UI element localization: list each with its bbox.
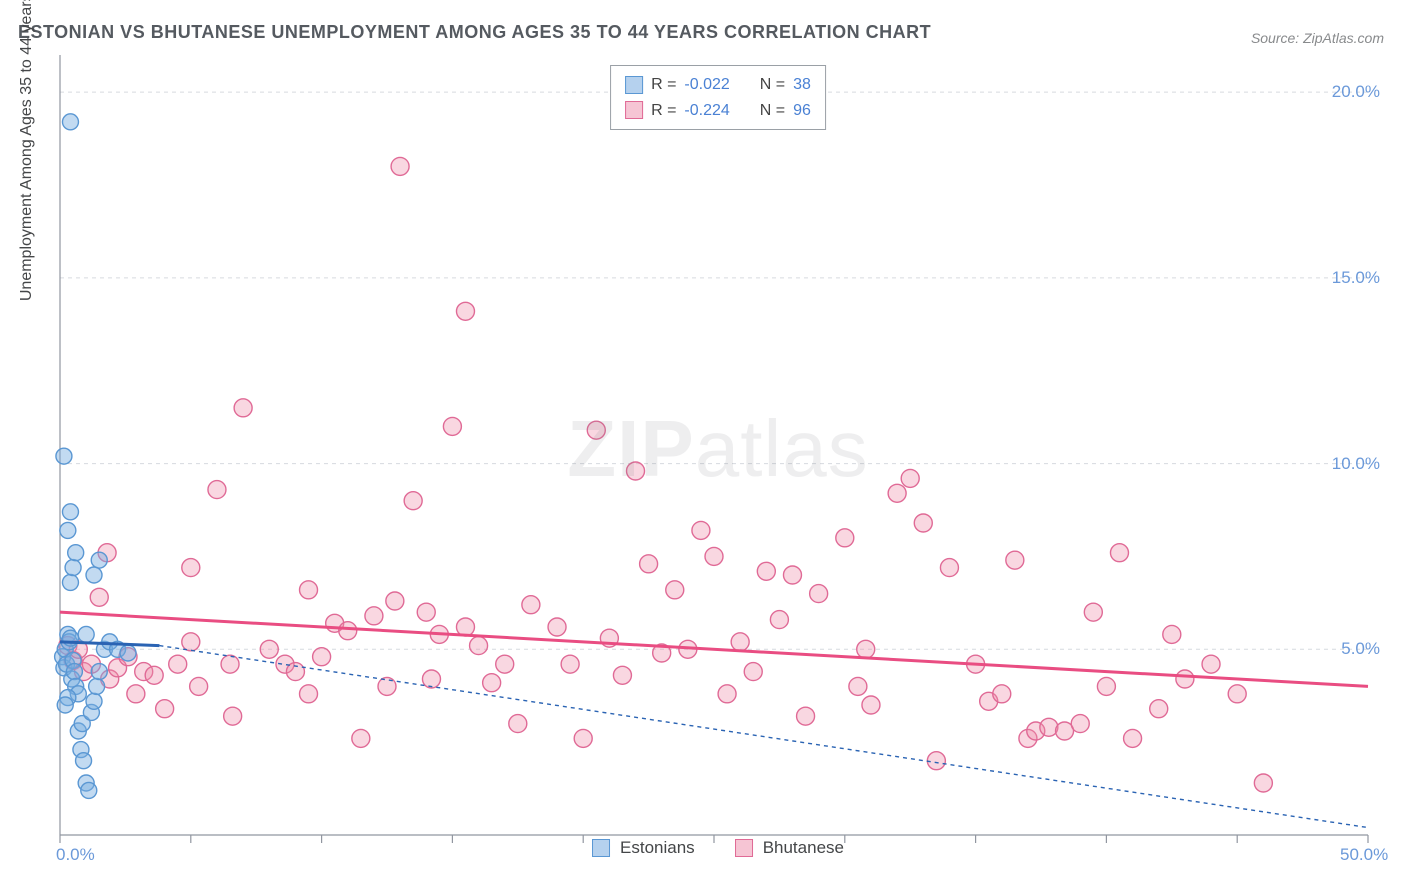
r-label: R = <box>651 72 676 98</box>
n-value: 38 <box>793 72 811 98</box>
legend-swatch <box>625 101 643 119</box>
y-tick-label: 15.0% <box>1332 268 1380 288</box>
r-value: -0.224 <box>684 98 729 124</box>
series-legend-item: Estonians <box>592 838 695 858</box>
series-legend-label: Bhutanese <box>763 838 844 858</box>
x-tick-label: 50.0% <box>1340 845 1388 865</box>
chart-area: Unemployment Among Ages 35 to 44 years Z… <box>48 55 1388 860</box>
series-legend-item: Bhutanese <box>735 838 844 858</box>
chart-title: ESTONIAN VS BHUTANESE UNEMPLOYMENT AMONG… <box>18 22 931 43</box>
y-tick-label: 10.0% <box>1332 454 1380 474</box>
source-attribution: Source: ZipAtlas.com <box>1251 30 1384 46</box>
correlation-legend-row: R = -0.022 N = 38 <box>625 72 811 98</box>
y-tick-label: 5.0% <box>1341 639 1380 659</box>
x-tick-label: 0.0% <box>56 845 95 865</box>
correlation-legend-row: R = -0.224 N = 96 <box>625 98 811 124</box>
series-legend: Estonians Bhutanese <box>592 838 844 858</box>
legend-swatch <box>625 76 643 94</box>
correlation-legend: R = -0.022 N = 38 R = -0.224 N = 96 <box>610 65 826 130</box>
n-label: N = <box>760 98 785 124</box>
n-value: 96 <box>793 98 811 124</box>
r-value: -0.022 <box>684 72 729 98</box>
legend-swatch <box>735 839 753 857</box>
y-axis-label: Unemployment Among Ages 35 to 44 years <box>18 0 36 301</box>
legend-swatch <box>592 839 610 857</box>
n-label: N = <box>760 72 785 98</box>
y-tick-label: 20.0% <box>1332 82 1380 102</box>
series-legend-label: Estonians <box>620 838 695 858</box>
scatter-plot <box>48 55 1388 860</box>
r-label: R = <box>651 98 676 124</box>
